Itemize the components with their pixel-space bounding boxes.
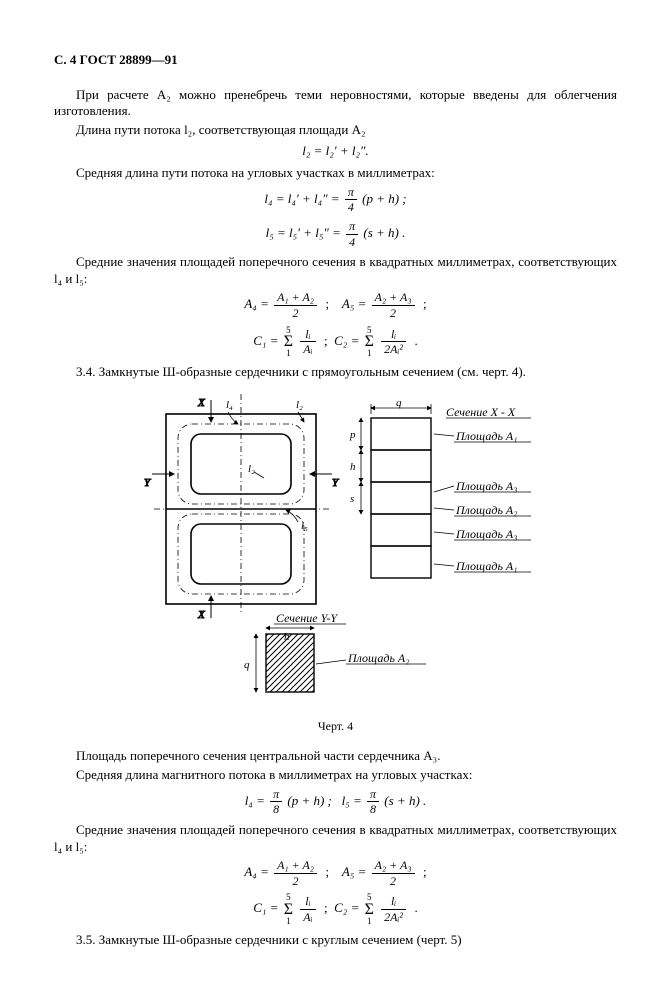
f6a-den: 2 xyxy=(274,874,317,888)
formula-4: C₁ = 5Σ1 lᵢAᵢ ; C₂ = 5Σ1 lᵢ2Aᵢ² . xyxy=(54,326,617,358)
label-p: p xyxy=(349,429,356,441)
para-3: Средняя длина пути потока на угловых уча… xyxy=(54,165,617,182)
pi8-num-2: π xyxy=(367,788,379,803)
para-9: 3.5. Замкнутые Ш-образные сердечники с к… xyxy=(54,932,617,949)
svg-text:q: q xyxy=(244,659,250,671)
formula-2b-factor: (s + h) . xyxy=(363,225,405,240)
sum-bot-3: 1 xyxy=(284,917,293,926)
formula-2a-factor: (p + h) ; xyxy=(362,191,407,206)
li2-den-2: 2Aᵢ² xyxy=(381,910,406,924)
formula-3: A₄ = A₁ + A₂2 ; A₅ = A₂ + A₃2 ; xyxy=(54,291,617,319)
label-a1: Площадь A₁ xyxy=(455,429,517,443)
li-num-2: lᵢ xyxy=(300,895,315,910)
pi-num: π xyxy=(345,186,357,201)
pi-num-2: π xyxy=(346,220,358,235)
f6b-den: 2 xyxy=(372,874,415,888)
f6b-num: A₂ + A₃ xyxy=(372,859,415,874)
pi8-den-1: 8 xyxy=(270,802,282,816)
para-8: Средние значения площадей поперечного се… xyxy=(54,822,617,855)
label-x-bot: X xyxy=(197,609,206,621)
label-l4: l₄ xyxy=(226,399,233,411)
label-a3b: Площадь A₃ xyxy=(455,527,517,541)
li2-num-2: lᵢ xyxy=(381,895,406,910)
para-7: Средняя длина магнитного потока в миллим… xyxy=(54,767,617,784)
label-section-xx: Сечение X - X xyxy=(446,405,516,419)
figure-4-svg: X X Y Y l₄ l₂ l₂ l₅ q p xyxy=(136,394,536,704)
label-a3a: Площадь A₃ xyxy=(455,479,517,493)
formula-2a: l₄ = l₄′ + l₄″ = π4 (p + h) ; xyxy=(54,186,617,214)
formula-1: l₂ = l₂′ + l₂″. xyxy=(54,143,617,160)
f3b-lhs: A₅ = xyxy=(342,296,366,311)
f5-l4-rhs: (p + h) ; xyxy=(287,793,332,808)
figure-4-caption: Черт. 4 xyxy=(54,719,617,734)
para-5: 3.4. Замкнутые Ш-образные сердечники с п… xyxy=(54,364,617,381)
f5-l5-lhs: l₅ = xyxy=(342,793,362,808)
sum-bot-2: 1 xyxy=(365,349,374,358)
para-6: Площадь поперечного сечения центральной … xyxy=(54,748,617,765)
pi-den-2: 4 xyxy=(346,235,358,249)
label-a2-yy: Площадь A₂ xyxy=(347,651,409,665)
formula-6: A₄ = A₁ + A₂2 ; A₅ = A₂ + A₃2 ; xyxy=(54,859,617,887)
page-header: С. 4 ГОСТ 28899—91 xyxy=(54,52,617,69)
li-num-1: lᵢ xyxy=(300,328,315,343)
f6b-lhs: A₅ = xyxy=(342,864,366,879)
para-2: Длина пути потока l₂, соответствующая пл… xyxy=(54,122,617,139)
li2-num-1: lᵢ xyxy=(381,328,406,343)
pi8-num-1: π xyxy=(270,788,282,803)
pi8-den-2: 8 xyxy=(367,802,379,816)
li-den-2: Aᵢ xyxy=(300,910,315,924)
label-h: h xyxy=(350,461,356,473)
svg-text:h: h xyxy=(284,631,290,643)
f3b-den: 2 xyxy=(372,306,415,320)
sum-bot-4: 1 xyxy=(365,917,374,926)
formula-1-text: l₂ = l₂′ + l₂″. xyxy=(302,143,368,158)
formula-2b: l₅ = l₅′ + l₅″ = π4 (s + h) . xyxy=(54,220,617,248)
f7-c2: C₂ = xyxy=(334,900,359,915)
f3a-num: A₁ + A₂ xyxy=(274,291,317,306)
f3a-den: 2 xyxy=(274,306,317,320)
f6a-num: A₁ + A₂ xyxy=(274,859,317,874)
formula-7: C₁ = 5Σ1 lᵢAᵢ ; C₂ = 5Σ1 lᵢ2Aᵢ² . xyxy=(54,893,617,925)
f7-c1: C₁ = xyxy=(253,900,278,915)
f6a-lhs: A₄ = xyxy=(244,864,268,879)
li-den-1: Aᵢ xyxy=(300,342,315,356)
f3b-num: A₂ + A₃ xyxy=(372,291,415,306)
f3a-lhs: A₄ = xyxy=(244,296,268,311)
pi-den: 4 xyxy=(345,200,357,214)
label-s: s xyxy=(350,493,354,505)
f4-c1: C₁ = xyxy=(253,333,278,348)
label-y-left: Y xyxy=(144,477,152,489)
label-a2a: Площадь A₂ xyxy=(455,503,517,517)
label-section-yy: Сечение Y-Y xyxy=(276,611,338,625)
label-l2-mid: l₂ xyxy=(248,463,255,475)
label-x-top: X xyxy=(197,397,206,409)
f4-c2: C₂ = xyxy=(334,333,359,348)
figure-4: X X Y Y l₄ l₂ l₂ l₅ q p xyxy=(54,394,617,709)
f5-l4-lhs: l₄ = xyxy=(245,793,265,808)
para-1: При расчете A₂ можно пренебречь теми нер… xyxy=(54,87,617,120)
formula-2a-lhs: l₄ = l₄′ + l₄″ = xyxy=(264,191,339,206)
label-l5: l₅ xyxy=(301,520,308,532)
label-a1b: Площадь A₁ xyxy=(455,559,517,573)
f5-l5-rhs: (s + h) . xyxy=(384,793,426,808)
label-q: q xyxy=(396,397,402,409)
label-l2-top: l₂ xyxy=(296,399,303,411)
para-4: Средние значения площадей поперечного се… xyxy=(54,254,617,287)
label-y-right: Y xyxy=(332,477,340,489)
li2-den-1: 2Aᵢ² xyxy=(381,342,406,356)
formula-5: l₄ = π8 (p + h) ; l₅ = π8 (s + h) . xyxy=(54,788,617,816)
sum-bot-1: 1 xyxy=(284,349,293,358)
formula-2b-lhs: l₅ = l₅′ + l₅″ = xyxy=(266,225,341,240)
